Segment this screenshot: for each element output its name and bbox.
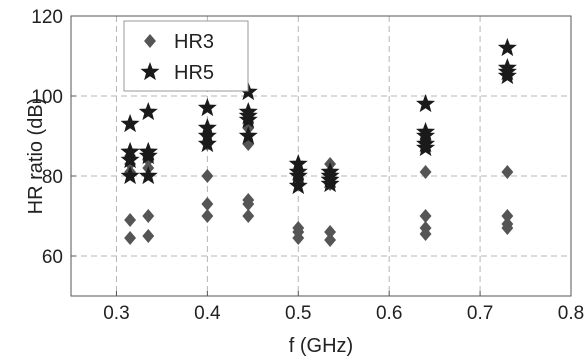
data-point-hr5 xyxy=(120,142,140,161)
y-tick-label: 120 xyxy=(31,7,63,28)
series-hr5 xyxy=(120,38,517,195)
x-tick-label: 0.4 xyxy=(194,303,221,324)
data-point-hr5 xyxy=(288,176,308,195)
y-tick-label: 100 xyxy=(31,87,63,108)
data-point-hr5 xyxy=(138,142,158,161)
data-point-hr5 xyxy=(288,162,308,181)
legend-entry-hr5: HR5 xyxy=(140,62,214,84)
y-tick-label: 60 xyxy=(42,247,63,268)
data-point-hr3 xyxy=(201,169,214,183)
data-point-hr3 xyxy=(124,213,137,227)
data-point-hr3 xyxy=(501,217,514,231)
legend-label: HR5 xyxy=(174,62,214,84)
data-point-hr3 xyxy=(324,233,337,247)
data-point-hr3 xyxy=(419,165,432,179)
x-tick-label: 0.3 xyxy=(103,303,129,324)
data-point-hr5 xyxy=(197,126,217,145)
data-point-hr3 xyxy=(201,209,214,223)
data-point-hr3 xyxy=(292,221,305,235)
data-point-hr3 xyxy=(501,165,514,179)
legend-marker xyxy=(144,34,156,48)
legend-label: HR3 xyxy=(174,31,214,53)
x-tick-label: 0.8 xyxy=(558,303,584,324)
data-points xyxy=(120,38,517,247)
data-point-hr3 xyxy=(142,209,155,223)
plot-frame xyxy=(70,15,572,297)
axis-ticks: 0.3 0.4 0.5 0.6 0.7 0.8 60 80 100 120 xyxy=(31,7,584,324)
data-point-hr5 xyxy=(416,94,436,113)
data-point-hr3 xyxy=(324,225,337,239)
x-tick-label: 0.6 xyxy=(376,303,402,324)
data-point-hr5 xyxy=(120,166,140,185)
data-point-hr5 xyxy=(197,98,217,117)
data-point-hr5 xyxy=(138,166,158,185)
data-point-hr3 xyxy=(242,209,255,223)
data-point-hr3 xyxy=(142,229,155,243)
x-tick-label: 0.7 xyxy=(467,303,493,324)
grid xyxy=(71,16,571,296)
data-point-hr3 xyxy=(242,193,255,207)
x-tick-label: 0.5 xyxy=(285,303,311,324)
data-point-hr5 xyxy=(197,134,217,153)
data-point-hr3 xyxy=(419,209,432,223)
x-axis-label: f (GHz) xyxy=(289,335,353,357)
data-point-hr5 xyxy=(238,102,258,121)
data-point-hr5 xyxy=(416,134,436,153)
data-point-hr5 xyxy=(497,38,517,57)
data-point-hr3 xyxy=(201,197,214,211)
legend-entry-hr3: HR3 xyxy=(144,31,214,53)
data-point-hr5 xyxy=(416,122,436,141)
y-tick-label: 80 xyxy=(42,167,63,188)
data-point-hr3 xyxy=(501,209,514,223)
data-point-hr5 xyxy=(197,118,217,137)
data-point-hr5 xyxy=(320,162,340,181)
legend-marker xyxy=(140,62,160,81)
data-point-hr5 xyxy=(288,154,308,173)
series-hr3 xyxy=(124,121,514,247)
data-point-hr5 xyxy=(497,58,517,77)
y-axis-label: HR ratio (dB) xyxy=(25,98,47,215)
data-point-hr3 xyxy=(419,221,432,235)
data-point-hr5 xyxy=(120,114,140,133)
data-point-hr5 xyxy=(120,150,140,169)
data-point-hr3 xyxy=(124,231,137,245)
data-point-hr5 xyxy=(138,102,158,121)
data-point-hr5 xyxy=(238,126,258,145)
